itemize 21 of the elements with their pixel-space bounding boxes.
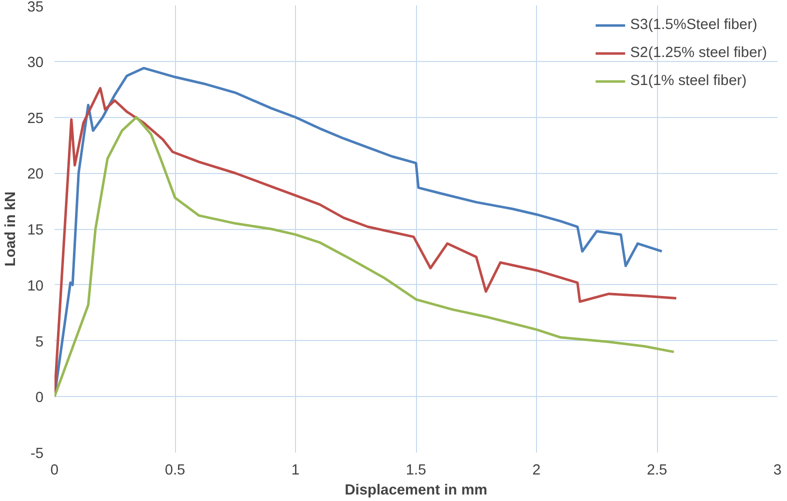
y-tick-label: 35: [27, 0, 44, 16]
y-tick-label: 30: [27, 54, 44, 71]
y-tick-label: 25: [27, 110, 44, 127]
y-tick-label: 0: [35, 390, 44, 406]
y-tick-label: 10: [27, 278, 44, 294]
x-tick-label: 1: [291, 462, 300, 478]
x-tick-label: 0.5: [164, 462, 186, 478]
x-axis-title: Displacement in mm: [344, 482, 488, 498]
y-tick-label: -5: [30, 446, 44, 462]
x-tick-label: 0: [50, 462, 59, 478]
x-tick-label: 2: [532, 462, 541, 478]
y-axis-title: Load in kN: [3, 192, 20, 266]
legend-label: S2(1.25% steel fiber): [630, 45, 767, 61]
x-tick-label: 2.5: [646, 462, 668, 478]
legend-label: S1(1% steel fiber): [630, 73, 747, 89]
x-tick-label: 1.5: [406, 462, 426, 478]
x-tick-label: 3: [773, 462, 782, 478]
y-tick-label: 5: [35, 334, 44, 350]
y-tick-label: 15: [27, 222, 44, 238]
y-tick-label: 20: [27, 166, 44, 183]
legend-label: S3(1.5%Steel fiber): [630, 17, 758, 33]
